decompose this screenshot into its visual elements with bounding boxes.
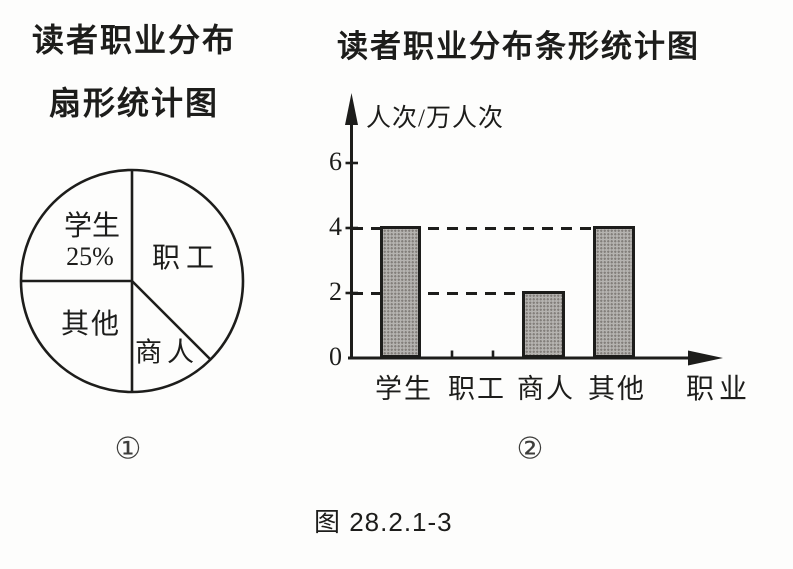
subfigure-number-pie: ① <box>114 431 142 467</box>
subfigure-number-bar: ② <box>516 431 544 467</box>
figure-caption: 图 28.2.1-3 <box>314 507 453 537</box>
pie-chart-title-line2: 扇形统计图 <box>48 85 219 121</box>
y-tick-label-4: 4 <box>329 211 342 241</box>
y-tick-label-0: 0 <box>329 341 342 371</box>
x-category-label-others: 其他 <box>588 374 646 404</box>
bar-chart-title: 读者职业分布条形统计图 <box>337 29 700 64</box>
x-axis-arrowhead <box>688 350 723 366</box>
pie-chart-title-line1: 读者职业分布 <box>31 22 236 58</box>
x-category-label-students: 学生 <box>375 374 433 404</box>
y-tick-label-6: 6 <box>329 146 342 176</box>
x-axis-label: 职业 <box>686 374 753 405</box>
y-axis-arrowhead <box>345 93 358 125</box>
x-category-label-merchants: 商人 <box>517 374 575 404</box>
y-axis-label: 人次/万人次 <box>366 105 504 132</box>
dashed-guide-4 <box>352 226 635 230</box>
bar-merchants <box>522 291 565 358</box>
dashed-guide-2 <box>352 291 565 295</box>
pie-divider-diagonal <box>131 280 212 361</box>
x-category-label-workers: 职工 <box>448 374 506 404</box>
pie-slice-label-worker: 职工 <box>151 243 221 274</box>
pie-slice-label-other: 其他 <box>60 309 122 340</box>
y-tick-label-2: 2 <box>329 276 342 306</box>
pie-slice-label-merchant: 商人 <box>135 337 199 368</box>
bar-others <box>593 226 635 358</box>
pie-slice-label-student: 学生 <box>63 211 121 242</box>
bar-students <box>380 226 421 358</box>
pie-slice-percent-student: 25% <box>66 242 114 271</box>
